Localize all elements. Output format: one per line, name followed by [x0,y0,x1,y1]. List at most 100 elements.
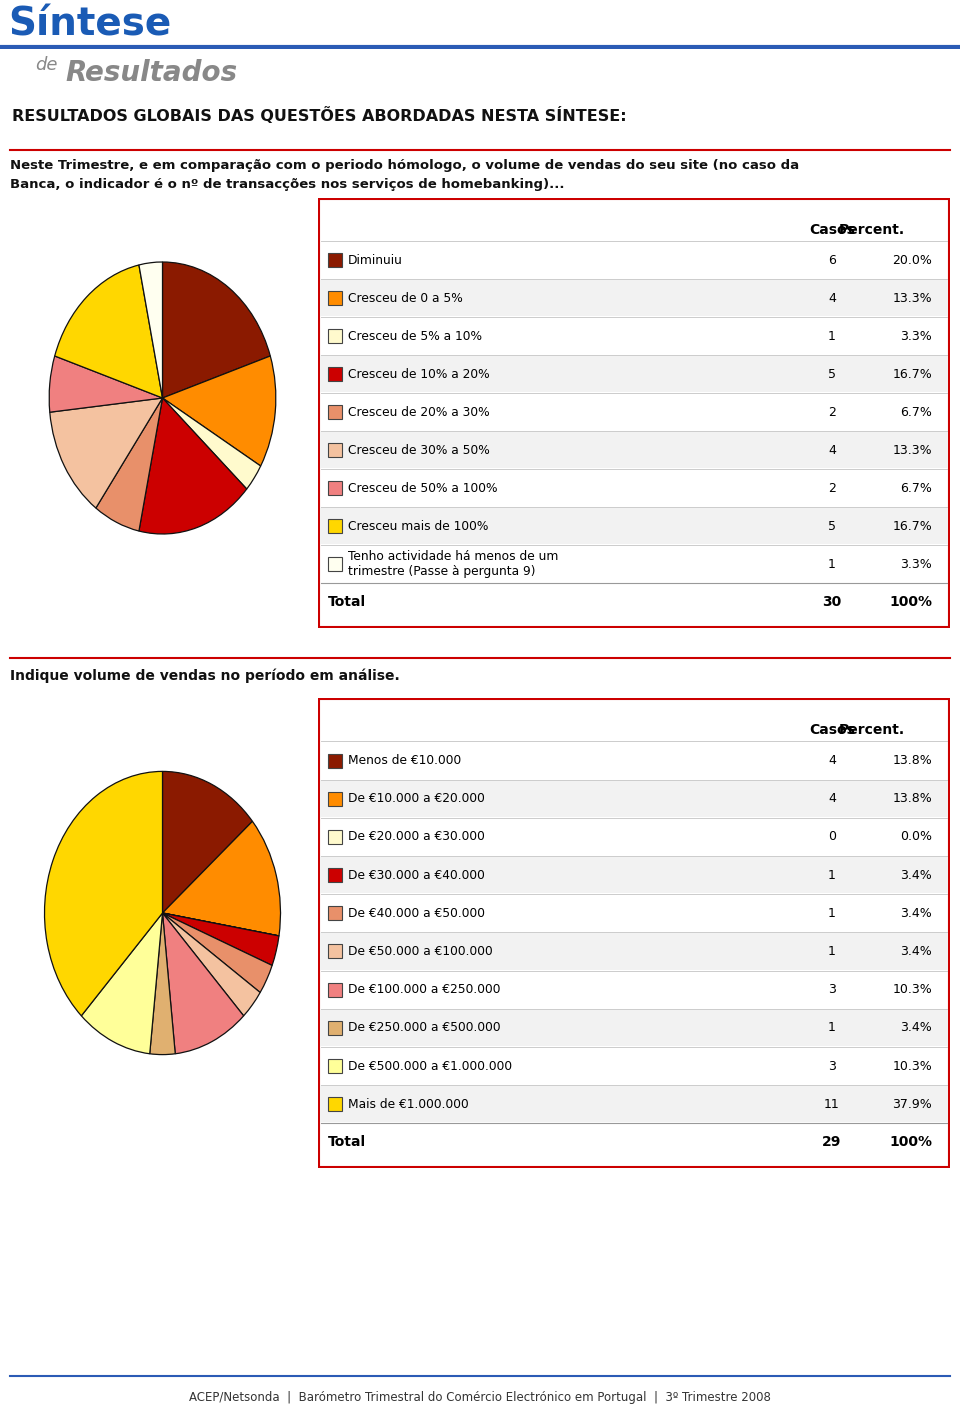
FancyBboxPatch shape [320,432,948,469]
Text: 1: 1 [828,944,836,959]
Text: 0.0%: 0.0% [900,831,932,843]
Text: De €10.000 a €20.000: De €10.000 a €20.000 [348,792,485,805]
FancyBboxPatch shape [328,253,342,267]
Text: Cresceu de 0 a 5%: Cresceu de 0 a 5% [348,293,463,305]
Text: 6.7%: 6.7% [900,481,932,496]
Text: 10.3%: 10.3% [892,1059,932,1072]
FancyBboxPatch shape [328,1021,342,1035]
Text: De €20.000 a €30.000: De €20.000 a €30.000 [348,831,485,843]
Wedge shape [139,263,162,398]
FancyBboxPatch shape [320,933,948,970]
Wedge shape [162,771,252,913]
Text: 13.8%: 13.8% [892,792,932,805]
Text: De €100.000 a €250.000: De €100.000 a €250.000 [348,983,500,997]
Text: Cresceu de 20% a 30%: Cresceu de 20% a 30% [348,406,490,419]
FancyBboxPatch shape [328,329,342,344]
FancyBboxPatch shape [319,199,949,628]
Text: Mais de €1.000.000: Mais de €1.000.000 [348,1098,468,1110]
Text: 6: 6 [828,254,836,267]
Wedge shape [162,398,261,488]
Text: Diminuiu: Diminuiu [348,254,403,267]
Wedge shape [162,263,271,398]
Text: Casos: Casos [809,223,855,237]
FancyBboxPatch shape [328,405,342,419]
FancyBboxPatch shape [328,443,342,457]
Text: Tenho actividade há menos de um
trimestre (Passe à pergunta 9): Tenho actividade há menos de um trimestr… [348,551,559,578]
Text: 4: 4 [828,792,836,805]
FancyBboxPatch shape [328,520,342,534]
Wedge shape [150,913,176,1055]
FancyBboxPatch shape [328,368,342,382]
FancyBboxPatch shape [328,754,342,768]
Text: 3.4%: 3.4% [900,944,932,959]
Text: 4: 4 [828,444,836,457]
Wedge shape [162,913,272,993]
Text: Neste Trimestre, e em comparação com o periodo hómologo, o volume de vendas do s: Neste Trimestre, e em comparação com o p… [10,159,799,192]
Text: 1: 1 [828,1021,836,1034]
Text: de: de [35,55,58,74]
Text: De €500.000 a €1.000.000: De €500.000 a €1.000.000 [348,1059,512,1072]
Text: 100%: 100% [889,595,932,609]
Text: 1: 1 [828,558,836,571]
Text: 20.0%: 20.0% [892,254,932,267]
Text: 3.3%: 3.3% [900,558,932,571]
Wedge shape [162,913,260,1015]
Text: Indique volume de vendas no período em análise.: Indique volume de vendas no período em a… [10,667,399,683]
Wedge shape [162,913,244,1054]
Text: 3: 3 [828,983,836,997]
Text: Cresceu de 5% a 10%: Cresceu de 5% a 10% [348,329,482,342]
FancyBboxPatch shape [328,1059,342,1074]
FancyBboxPatch shape [319,699,949,1167]
Text: De €30.000 a €40.000: De €30.000 a €40.000 [348,869,485,882]
Text: 0: 0 [828,831,836,843]
Text: Total: Total [328,595,366,609]
Text: Cresceu mais de 100%: Cresceu mais de 100% [348,520,489,532]
FancyBboxPatch shape [328,291,342,305]
Wedge shape [162,821,280,936]
Text: 100%: 100% [889,1136,932,1149]
Text: 5: 5 [828,368,836,381]
Text: 6.7%: 6.7% [900,406,932,419]
FancyBboxPatch shape [328,983,342,997]
Text: 30: 30 [823,595,842,609]
Text: Percent.: Percent. [839,223,905,237]
Text: De €40.000 a €50.000: De €40.000 a €50.000 [348,907,485,920]
FancyBboxPatch shape [320,355,948,392]
Text: 13.8%: 13.8% [892,754,932,767]
Text: Total: Total [328,1136,366,1149]
Text: 13.3%: 13.3% [893,444,932,457]
Text: 3.4%: 3.4% [900,1021,932,1034]
Text: 4: 4 [828,754,836,767]
Text: Cresceu de 10% a 20%: Cresceu de 10% a 20% [348,368,490,381]
Text: 2: 2 [828,481,836,496]
Text: De €250.000 a €500.000: De €250.000 a €500.000 [348,1021,500,1034]
Wedge shape [139,398,247,534]
FancyBboxPatch shape [320,1008,948,1047]
FancyBboxPatch shape [328,481,342,496]
Wedge shape [96,398,162,531]
Text: RESULTADOS GLOBAIS DAS QUESTÕES ABORDADAS NESTA SÍNTESE:: RESULTADOS GLOBAIS DAS QUESTÕES ABORDADA… [12,106,627,124]
Text: 3.3%: 3.3% [900,329,932,342]
Text: 1: 1 [828,907,836,920]
Wedge shape [55,266,162,398]
FancyBboxPatch shape [328,1098,342,1112]
FancyBboxPatch shape [328,868,342,882]
Text: 11: 11 [824,1098,840,1110]
FancyBboxPatch shape [320,1085,948,1122]
Text: Cresceu de 50% a 100%: Cresceu de 50% a 100% [348,481,497,496]
Text: 3.4%: 3.4% [900,907,932,920]
Text: 1: 1 [828,869,836,882]
Text: 5: 5 [828,520,836,532]
Text: 16.7%: 16.7% [892,368,932,381]
Text: Cresceu de 30% a 50%: Cresceu de 30% a 50% [348,444,490,457]
FancyBboxPatch shape [328,792,342,805]
FancyBboxPatch shape [320,507,948,544]
Text: 1: 1 [828,329,836,342]
Text: 3.4%: 3.4% [900,869,932,882]
Wedge shape [162,913,279,936]
Text: Resultados: Resultados [65,60,237,87]
Text: 3: 3 [828,1059,836,1072]
Text: Casos: Casos [809,723,855,737]
FancyBboxPatch shape [328,829,342,843]
Wedge shape [162,356,276,466]
